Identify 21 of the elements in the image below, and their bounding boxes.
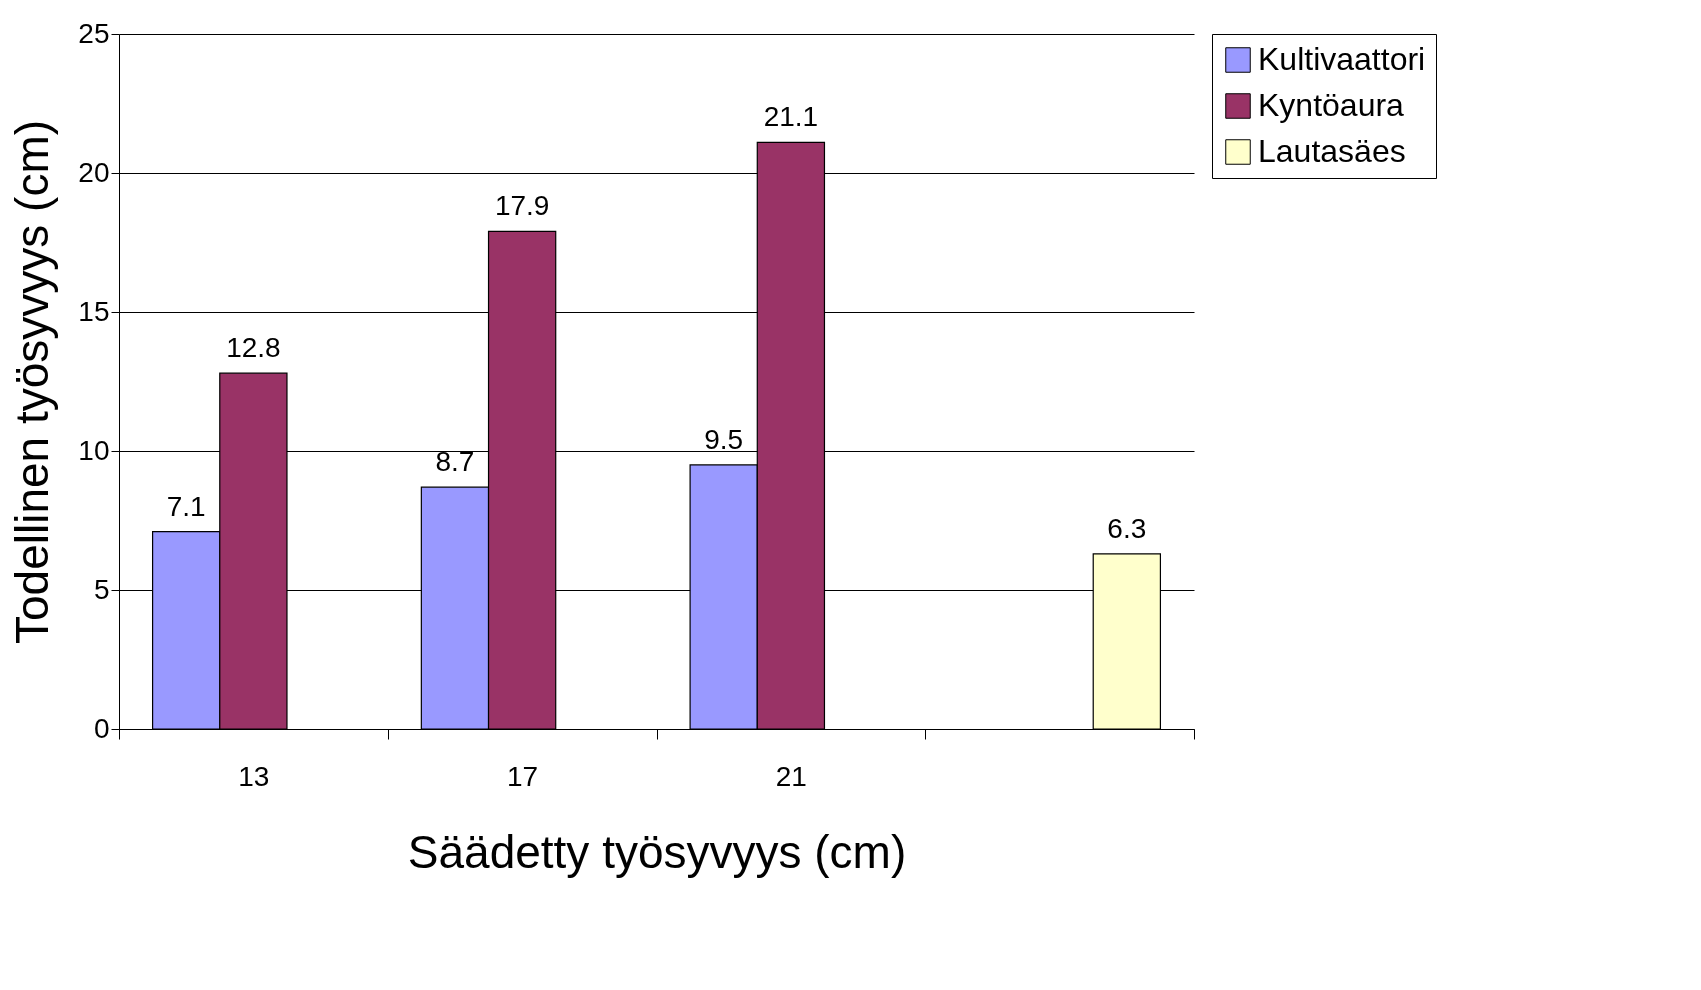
y-tick-label: 20 [78, 156, 110, 188]
data-label: 9.5 [704, 423, 744, 455]
data-label: 17.9 [494, 190, 550, 222]
y-tick-label: 25 [78, 17, 110, 49]
data-label: 8.7 [435, 446, 475, 478]
y-axis-title: Todellinen työsyvyys (cm) [6, 119, 59, 645]
data-label: 7.1 [166, 490, 206, 522]
y-tick-label: 0 [93, 712, 110, 744]
y-tick-label: 10 [78, 434, 110, 466]
data-label: 6.3 [1107, 512, 1147, 544]
x-tick-label: 21 [775, 760, 807, 792]
legend-label: Kultivaattori [1258, 41, 1426, 77]
x-tick-label: 13 [238, 760, 270, 792]
data-label: 21.1 [763, 101, 819, 133]
x-tick-label: 17 [507, 760, 539, 792]
y-tick-label: 5 [93, 573, 110, 605]
legend-label: Kyntöaura [1258, 87, 1405, 123]
legend-label: Lautasäes [1258, 133, 1406, 169]
data-label: 12.8 [226, 332, 281, 364]
y-tick-label: 15 [78, 295, 110, 327]
x-axis-title: Säädetty työsyvyys (cm) [407, 825, 907, 878]
